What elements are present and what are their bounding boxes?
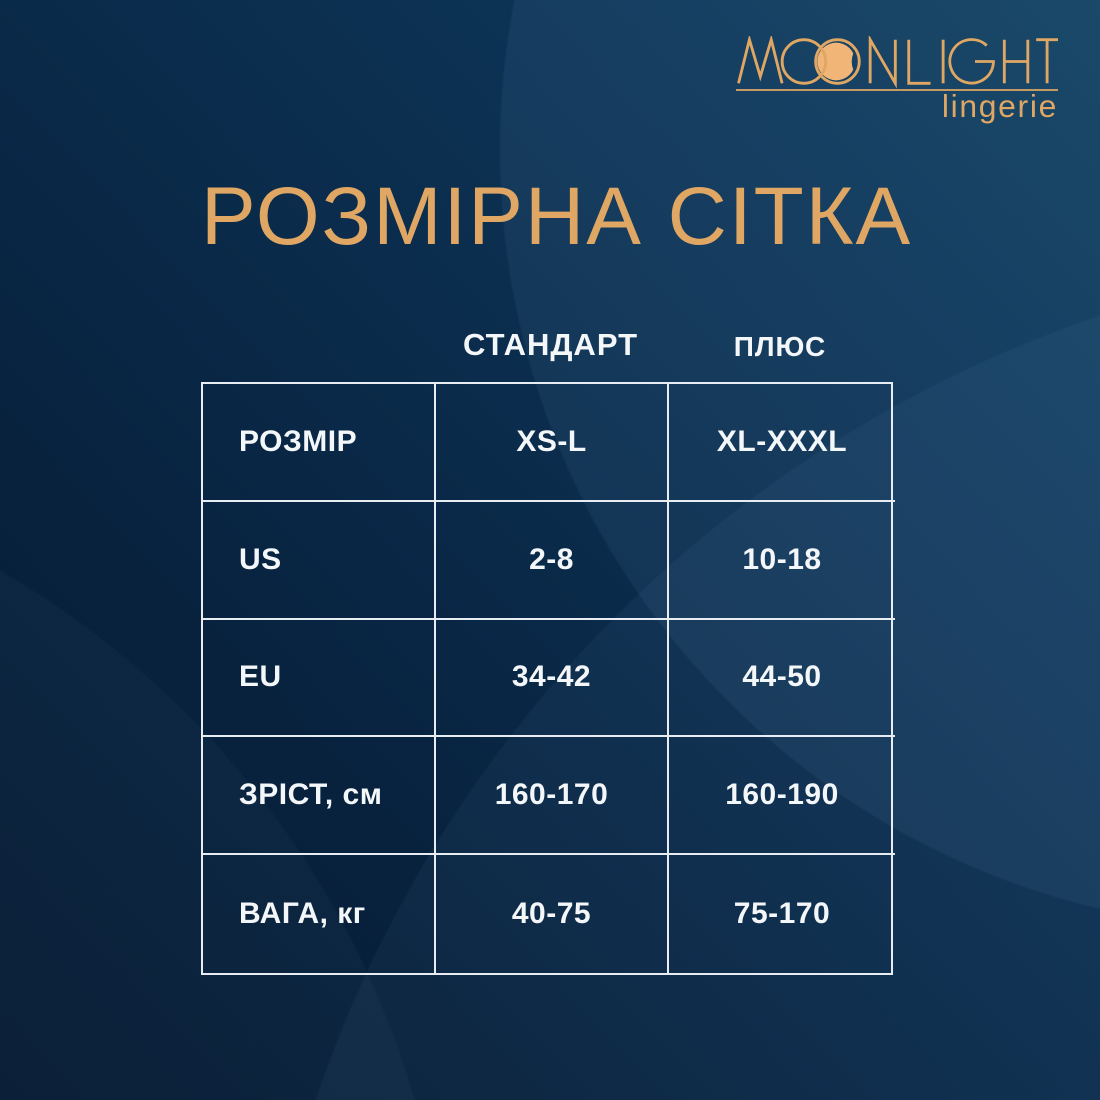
row-us-label: US (203, 501, 436, 620)
logo-letter-o1 (780, 38, 828, 85)
logo-letter-o2 (814, 38, 861, 85)
table-column-headers: СТАНДАРТ ПЛЮС (201, 327, 893, 367)
size-table: РОЗМІР XS-L XL-XXXL US 2-8 10-18 EU 34-4… (201, 382, 895, 975)
row-size-standard: XS-L (436, 384, 669, 502)
row-weight-standard: 40-75 (436, 855, 669, 973)
logo-letter-l (907, 39, 931, 85)
logo-letter-h (1002, 39, 1030, 84)
row-weight-label: ВАГА, кг (203, 855, 436, 973)
page-title: РОЗМІРНА СІТКА (201, 171, 913, 262)
row-us-plus: 10-18 (669, 502, 895, 620)
row-height-standard: 160-170 (436, 737, 669, 856)
logo-letter-n (868, 36, 897, 89)
brand-logo: lingerie (736, 36, 1058, 139)
row-eu-standard: 34-42 (436, 619, 669, 738)
row-eu-plus: 44-50 (669, 620, 895, 738)
row-eu-label: EU (203, 619, 436, 738)
row-weight-plus: 75-170 (733, 897, 831, 931)
logo-letter-t (1036, 38, 1058, 84)
column-header-standard: СТАНДАРТ (462, 327, 639, 362)
logo-letter-m (737, 36, 784, 84)
moonlight-wordmark: lingerie (736, 36, 1058, 124)
row-height-label: ЗРІСТ, см (203, 737, 436, 856)
logo-tagline: lingerie (942, 88, 1058, 124)
logo-letter-g (948, 38, 995, 85)
row-size-label: РОЗМІР (203, 384, 436, 502)
row-size-plus: XL-XXXL (669, 384, 895, 502)
row-us-standard: 2-8 (436, 501, 669, 620)
column-header-plus: ПЛЮС (733, 331, 827, 362)
row-height-plus: 160-190 (669, 737, 895, 856)
